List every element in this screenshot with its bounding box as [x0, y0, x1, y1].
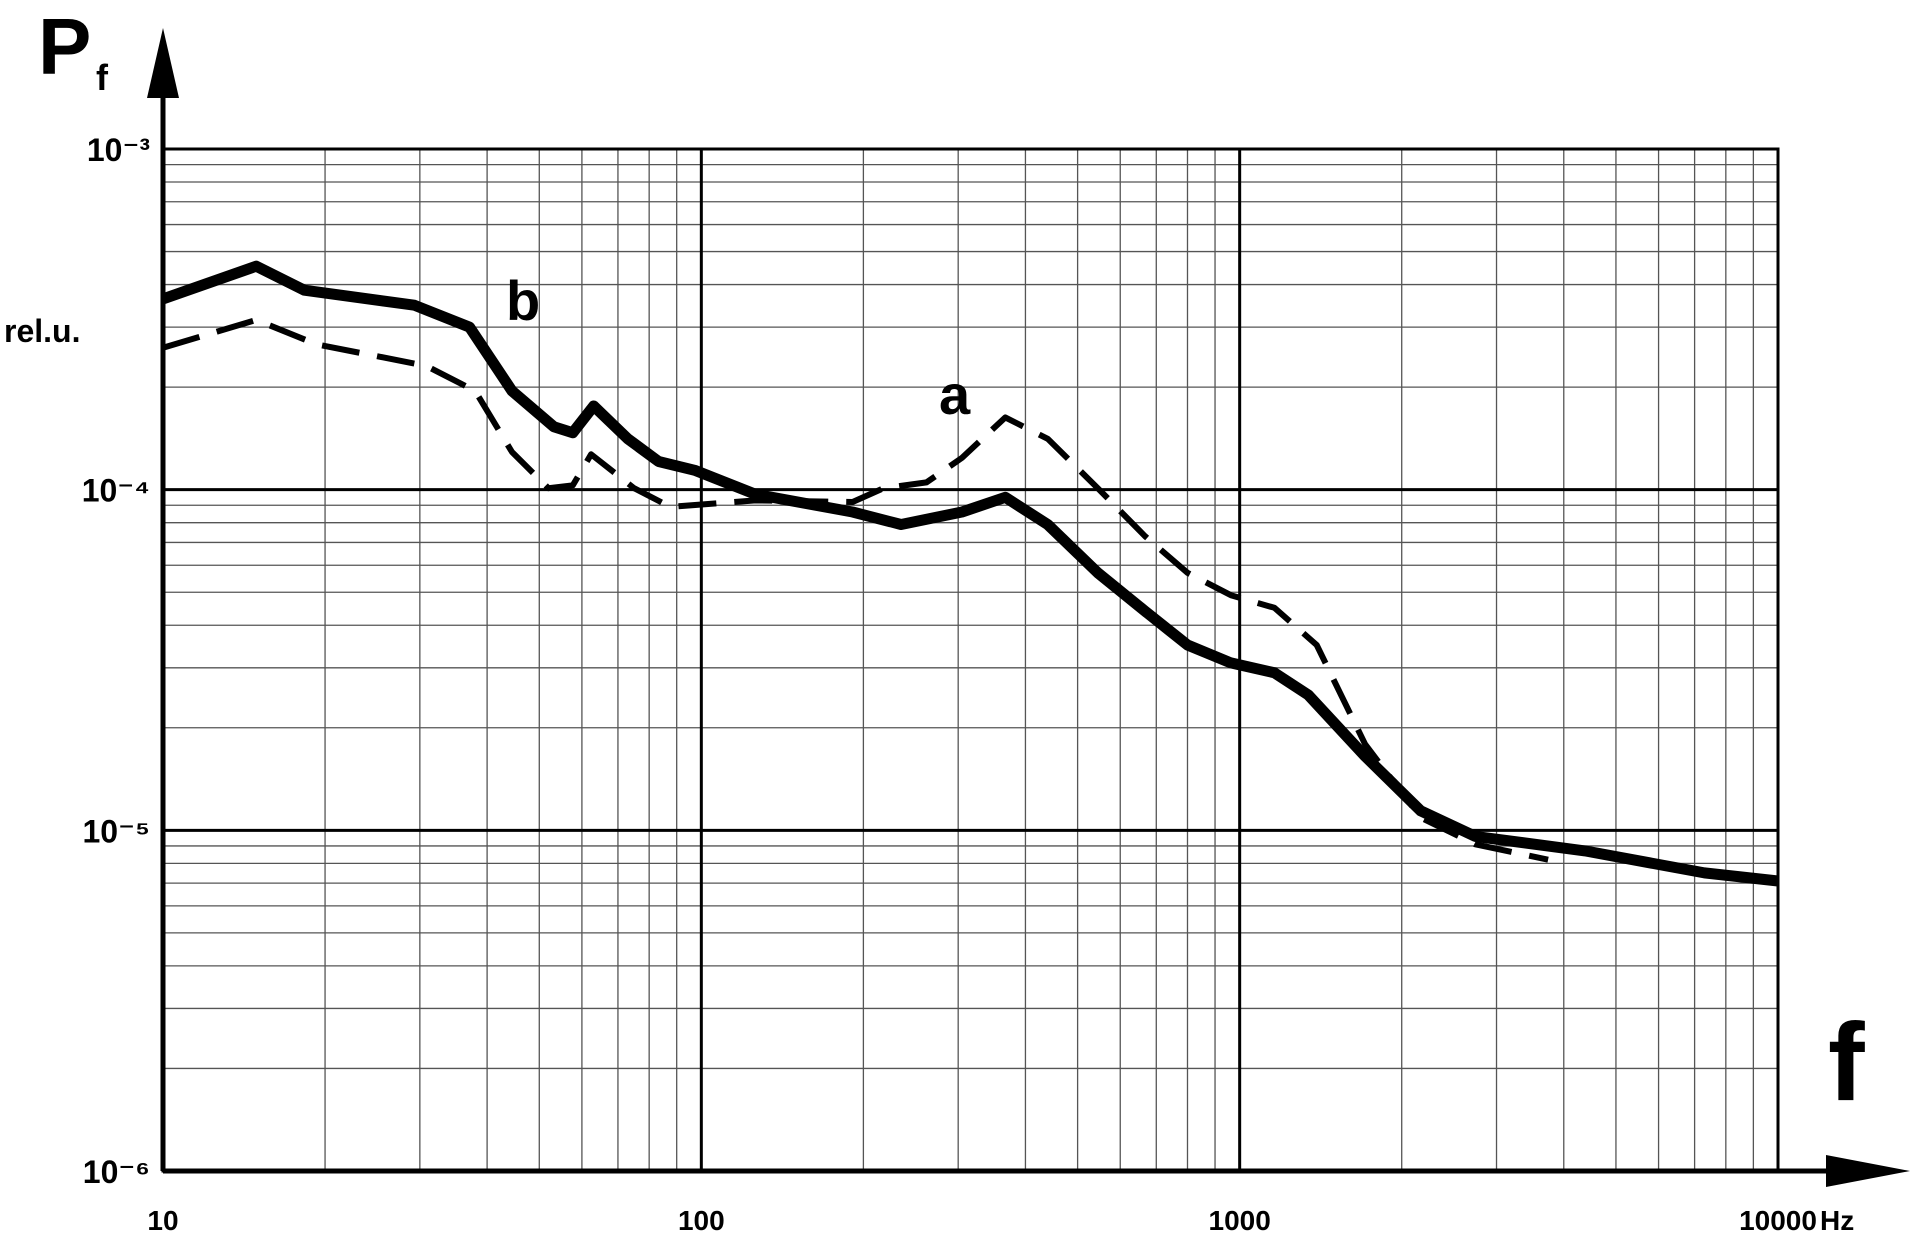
- x-axis-arrow: [1826, 1155, 1910, 1187]
- y-axis-label-subscript: f: [96, 57, 109, 98]
- series-label: a: [939, 363, 971, 426]
- x-tick-label: 100: [678, 1205, 725, 1236]
- y-tick-label: 10⁻⁴: [82, 473, 150, 509]
- y-axis-arrow: [147, 28, 179, 98]
- series-label: b: [506, 269, 540, 332]
- series-line: [162, 316, 1549, 863]
- series-group: [161, 260, 1779, 887]
- y-tick-label: 10⁻⁶: [83, 1154, 150, 1190]
- x-axis-unit: Hz: [1820, 1205, 1854, 1236]
- x-axis-label: f: [1828, 1001, 1865, 1124]
- y-axis-label: P: [38, 2, 91, 91]
- x-tick-label: 10000: [1739, 1205, 1817, 1236]
- x-tick-label: 1000: [1209, 1205, 1271, 1236]
- series-line: [161, 260, 1779, 887]
- x-tick-label: 10: [147, 1205, 178, 1236]
- y-tick-label: 10⁻³: [87, 132, 150, 168]
- y-axis-unit: rel.u.: [4, 313, 80, 349]
- y-tick-label: 10⁻⁵: [82, 813, 150, 849]
